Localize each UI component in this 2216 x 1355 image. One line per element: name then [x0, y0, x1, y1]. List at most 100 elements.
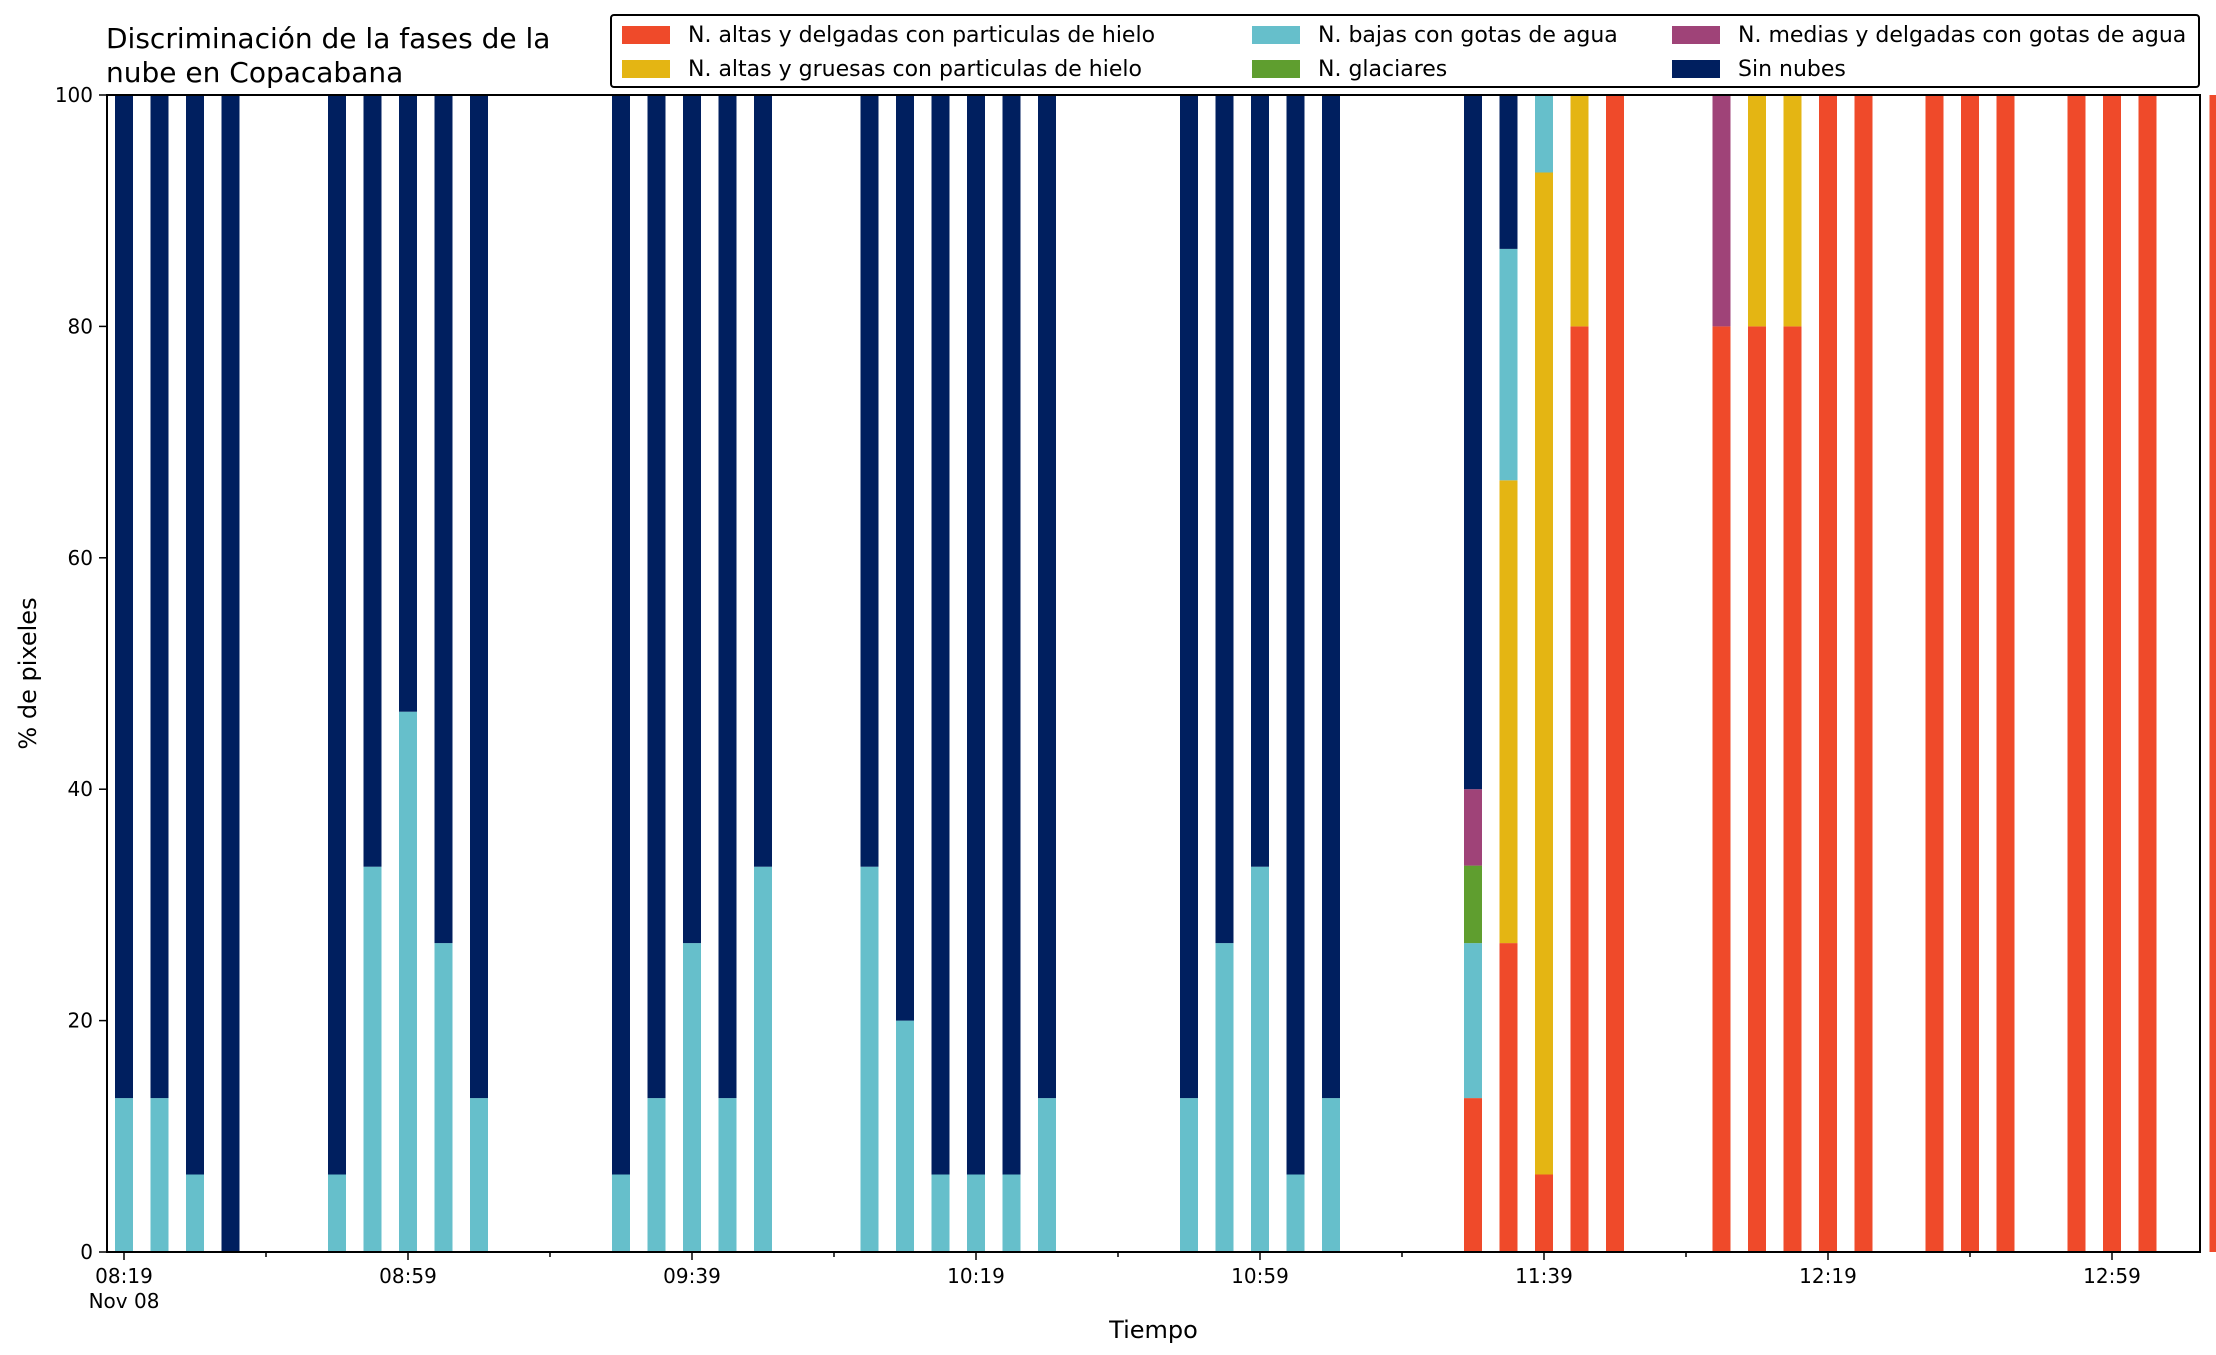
bar-segment [1322, 1098, 1340, 1252]
bar-segment [612, 95, 630, 1175]
bar-segment [328, 1174, 346, 1252]
legend-swatch [1252, 26, 1300, 44]
y-tick-label: 60 [68, 546, 93, 570]
bar-segment [2067, 95, 2086, 1252]
legend-swatch [1672, 60, 1720, 78]
bar-segment [150, 95, 169, 1099]
bar-segment [1251, 95, 1269, 867]
bar-segment [1712, 326, 1731, 1252]
bar-segment [115, 95, 133, 1099]
bar-segment [647, 95, 666, 1099]
bar-segment [2138, 95, 2157, 1252]
bar-segment [718, 1098, 737, 1252]
plot-frame [106, 94, 2201, 1253]
bar-segment [1535, 1174, 1553, 1252]
bar-segment [967, 95, 985, 1175]
bar-segment [1499, 248, 1518, 481]
chart-title: Discriminación de la fases de la nube en… [106, 22, 550, 90]
x-tick-label: 10:59 [1231, 1264, 1289, 1288]
x-tick-label: 09:39 [663, 1264, 721, 1288]
legend-label: N. bajas con gotas de agua [1318, 22, 1618, 48]
x-tick-label: 12:19 [1799, 1264, 1857, 1288]
chart-title-line-2: nube en Copacabana [106, 56, 404, 89]
bar-segment [1322, 95, 1340, 1099]
legend-swatch [1252, 60, 1300, 78]
y-tick-label: 80 [68, 314, 93, 338]
bar-segment [967, 1174, 985, 1252]
legend-swatch [1672, 26, 1720, 44]
bar-segment [363, 95, 382, 867]
legend-item: Sin nubes [1672, 54, 1846, 84]
bar-segment [1783, 326, 1802, 1252]
bar-segment [1215, 95, 1234, 944]
bar-segment [328, 95, 346, 1175]
bar-segment [1180, 1098, 1198, 1252]
y-axis-label: % de pixeles [14, 597, 42, 749]
x-tick-sublabel: Nov 08 [89, 1289, 160, 1313]
bar-segment [1002, 95, 1021, 1175]
bar-segment [1038, 95, 1056, 1099]
bar-segment [1925, 95, 1944, 1252]
bar-segment [1464, 943, 1482, 1099]
bar-segment [1819, 95, 1837, 1252]
bar-segment [1002, 1174, 1021, 1252]
x-tick-label: 08:19 [95, 1264, 153, 1288]
legend-item: N. glaciares [1252, 54, 1447, 84]
x-axis-label: Tiempo [1108, 1316, 1198, 1344]
legend-label: N. glaciares [1318, 56, 1448, 82]
y-tick-label: 100 [55, 83, 93, 107]
bar-segment [1570, 95, 1589, 327]
bar-segment [683, 943, 701, 1252]
x-tick-label: 08:59 [379, 1264, 437, 1288]
bar-segment [186, 1174, 204, 1252]
bar-segment [363, 866, 382, 1252]
bar-segment [1854, 95, 1873, 1252]
bar-segment [1499, 480, 1518, 944]
bar-segment [186, 95, 204, 1175]
bar-segment [1038, 1098, 1056, 1252]
bar-segment [1748, 326, 1766, 1252]
bar-segment [1286, 1174, 1305, 1252]
legend-label: N. altas y delgadas con particulas de hi… [688, 22, 1156, 48]
bar-segment [647, 1098, 666, 1252]
bar-segment [896, 1020, 914, 1252]
bar-segment [150, 1098, 169, 1252]
legend-item: N. altas y delgadas con particulas de hi… [622, 20, 1155, 50]
bar-segment [1215, 943, 1234, 1252]
bar-segment [718, 95, 737, 1099]
bar-segment [754, 866, 772, 1252]
bar-segment [1464, 789, 1482, 866]
bar-segment [1499, 943, 1518, 1252]
bar-segment [1464, 1098, 1482, 1252]
legend-swatch [622, 26, 670, 44]
bar-segment [1286, 95, 1305, 1175]
bar-segment [860, 866, 879, 1252]
bar-segment [399, 711, 417, 1252]
bar-segment [683, 95, 701, 944]
bar-segment [754, 95, 772, 867]
legend-item: N. altas y gruesas con particulas de hie… [622, 54, 1142, 84]
bar-segment [2209, 95, 2216, 1252]
y-tick-label: 20 [68, 1009, 93, 1033]
legend: N. altas y delgadas con particulas de hi… [610, 14, 2200, 88]
bar-segment [1570, 326, 1589, 1252]
bar-segment [434, 95, 453, 944]
legend-label: N. medias y delgadas con gotas de agua [1738, 22, 2187, 48]
x-tick-label: 10:19 [947, 1264, 1005, 1288]
bar-segment [221, 95, 240, 1252]
bar-segment [931, 1174, 950, 1252]
axes-layer: 0 20 40 60 80 100 08:19 08:59 09:39 10:19 10:59 11:… [14, 83, 2201, 1344]
bar-segment [896, 95, 914, 1021]
bar-segment [1464, 95, 1482, 790]
bar-segment [1180, 95, 1198, 1099]
bars-layer [115, 95, 2216, 1252]
bar-segment [1783, 95, 1802, 327]
bar-segment [1961, 95, 1979, 1252]
bar-segment [860, 95, 879, 867]
x-tick-label: 12:59 [2083, 1264, 2141, 1288]
bar-segment [1748, 95, 1766, 327]
y-tick-label: 0 [80, 1240, 93, 1264]
bar-segment [1499, 95, 1518, 249]
bar-segment [1535, 95, 1553, 173]
